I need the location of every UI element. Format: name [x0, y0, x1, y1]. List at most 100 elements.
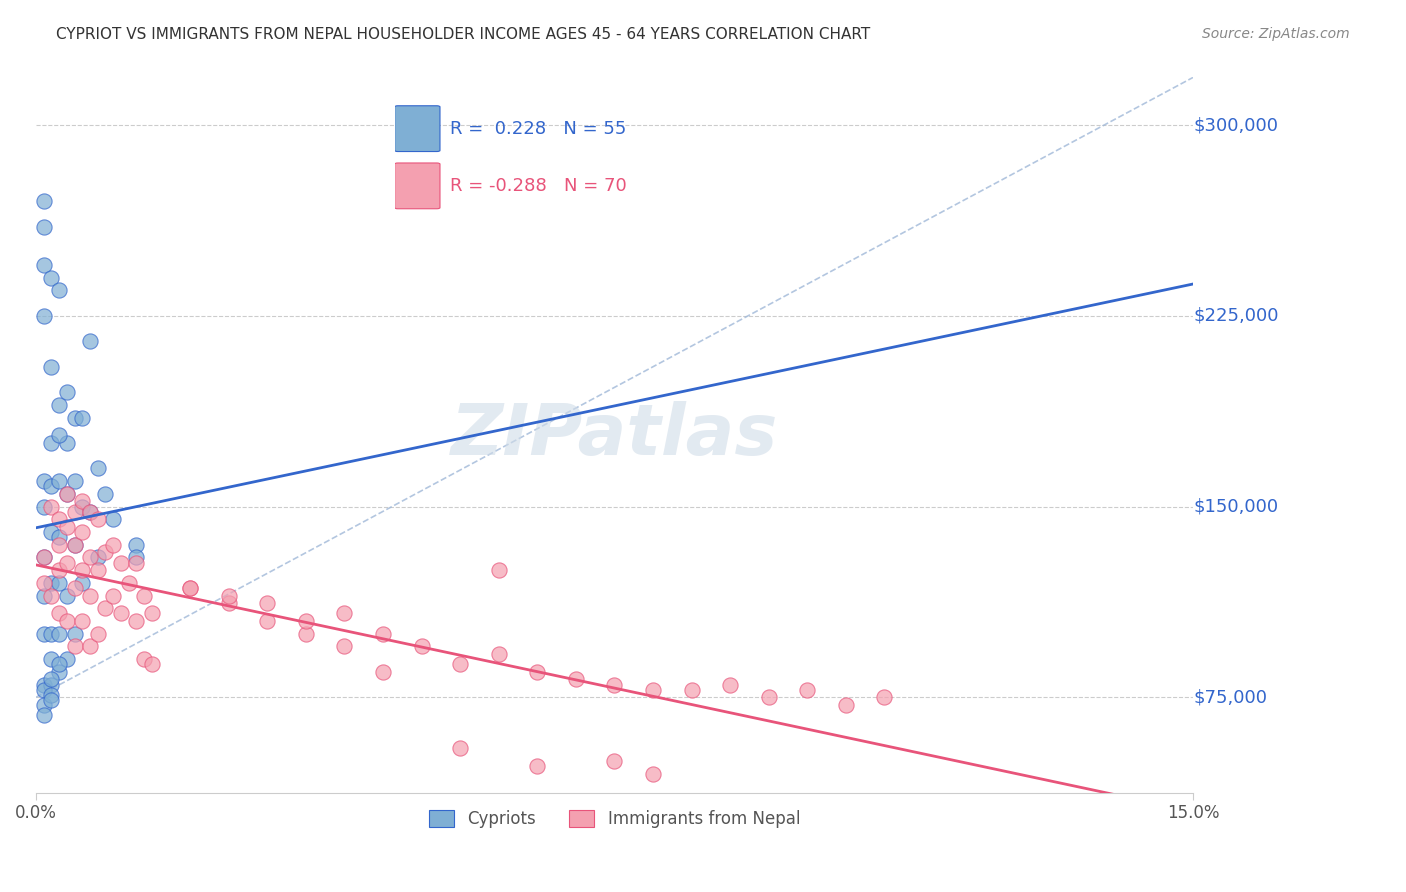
Point [41, 436, 63, 450]
Point [449, 657, 471, 672]
Point [56, 556, 79, 570]
Point [488, 647, 510, 661]
Point [295, 626, 318, 640]
Point [48, 563, 70, 577]
Point [48, 530, 70, 544]
Text: $300,000: $300,000 [1194, 116, 1278, 134]
Point [41, 652, 63, 666]
Point [125, 556, 148, 570]
Point [32, 309, 55, 323]
Text: CYPRIOT VS IMMIGRANTS FROM NEPAL HOUSEHOLDER INCOME AGES 45 - 64 YEARS CORRELATI: CYPRIOT VS IMMIGRANTS FROM NEPAL HOUSEHO… [56, 27, 870, 42]
Point [63, 410, 86, 425]
Point [603, 754, 626, 768]
Point [41, 524, 63, 539]
Point [63, 538, 86, 552]
Point [32, 626, 55, 640]
Point [79, 505, 101, 519]
Point [41, 359, 63, 374]
Point [41, 575, 63, 590]
Point [48, 657, 70, 672]
Point [70, 563, 93, 577]
Point [125, 538, 148, 552]
Point [718, 677, 741, 691]
Point [526, 665, 548, 679]
Point [641, 766, 664, 780]
Text: ZIPatlas: ZIPatlas [451, 401, 778, 469]
Point [56, 652, 79, 666]
Point [132, 589, 155, 603]
Point [56, 520, 79, 534]
Point [41, 673, 63, 687]
Point [32, 698, 55, 712]
Point [41, 677, 63, 691]
Point [32, 708, 55, 723]
Point [32, 219, 55, 234]
Point [117, 575, 139, 590]
Point [41, 589, 63, 603]
Point [758, 690, 780, 705]
Point [835, 698, 858, 712]
Point [56, 487, 79, 501]
Point [94, 545, 117, 559]
Point [371, 665, 394, 679]
Point [48, 575, 70, 590]
Point [873, 690, 896, 705]
Point [141, 607, 163, 621]
Point [70, 494, 93, 508]
Point [48, 665, 70, 679]
Point [256, 596, 278, 610]
Point [48, 398, 70, 412]
Point [79, 505, 101, 519]
Point [41, 479, 63, 493]
Point [449, 741, 471, 756]
Point [41, 500, 63, 514]
Point [70, 410, 93, 425]
Point [333, 640, 356, 654]
Point [94, 601, 117, 615]
Point [41, 270, 63, 285]
Point [333, 607, 356, 621]
Point [86, 461, 108, 475]
Point [488, 563, 510, 577]
Point [56, 436, 79, 450]
Point [70, 614, 93, 628]
Point [86, 550, 108, 565]
Point [63, 538, 86, 552]
Point [32, 682, 55, 697]
Point [32, 677, 55, 691]
Point [256, 614, 278, 628]
Point [41, 688, 63, 702]
Point [125, 614, 148, 628]
Point [110, 556, 132, 570]
Point [603, 677, 626, 691]
Point [56, 614, 79, 628]
Text: $225,000: $225,000 [1194, 307, 1278, 325]
Point [94, 487, 117, 501]
Point [179, 581, 201, 595]
Point [125, 550, 148, 565]
Point [179, 581, 201, 595]
Point [411, 640, 433, 654]
Point [48, 626, 70, 640]
Point [63, 474, 86, 488]
Point [79, 589, 101, 603]
Point [56, 589, 79, 603]
Legend: Cypriots, Immigrants from Nepal: Cypriots, Immigrants from Nepal [422, 803, 807, 834]
Point [70, 500, 93, 514]
Point [32, 500, 55, 514]
Point [32, 550, 55, 565]
Point [641, 682, 664, 697]
Point [79, 550, 101, 565]
Point [32, 550, 55, 565]
Text: $75,000: $75,000 [1194, 689, 1267, 706]
Point [48, 607, 70, 621]
Point [110, 607, 132, 621]
Point [32, 474, 55, 488]
Point [79, 334, 101, 349]
Point [56, 487, 79, 501]
Point [32, 258, 55, 272]
Point [141, 657, 163, 672]
Point [41, 693, 63, 707]
Point [63, 640, 86, 654]
Point [218, 596, 240, 610]
